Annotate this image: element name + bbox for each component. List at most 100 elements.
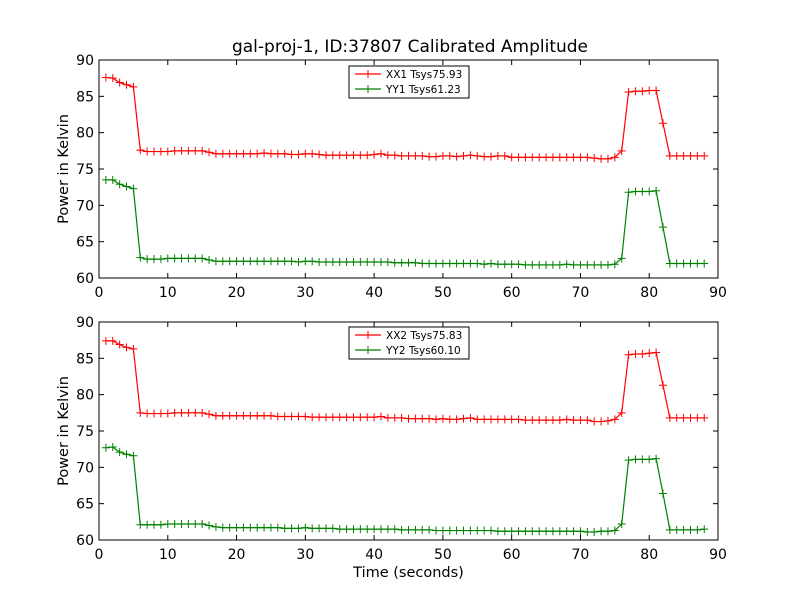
data-point [466,526,475,535]
data-point [143,255,152,264]
y-tick-label: 80 [76,388,94,404]
data-point [308,413,317,422]
legend-marker [364,346,372,354]
data-point [528,153,537,162]
data-point [397,525,406,534]
data-point [308,257,317,266]
data-point [548,527,557,536]
data-point [521,416,530,425]
data-point [631,455,640,464]
data-point [418,151,427,160]
data-point [260,523,269,532]
data-point [342,258,351,267]
legend-label: YY2 Tsys60.10 [385,345,461,357]
data-point [370,525,379,534]
data-point [177,146,186,155]
series-2 [101,175,709,269]
data-point [535,260,544,269]
data-point [301,412,310,421]
data-point [638,455,647,464]
legend-label: YY1 Tsys61.23 [385,84,461,96]
data-point [205,148,214,157]
data-point [163,147,172,156]
data-point [700,413,709,422]
data-point [679,151,688,160]
data-point [335,258,344,267]
data-point [177,254,186,263]
y-tick-label: 65 [76,497,94,513]
data-point [507,260,516,269]
data-point [597,527,606,536]
data-point [108,74,117,83]
data-point [198,408,207,417]
data-point [603,260,612,269]
data-point [459,414,468,423]
data-point [280,257,289,266]
x-tick-label: 70 [572,547,590,563]
data-point [315,413,324,422]
x-tick-label: 40 [365,547,383,563]
data-point [156,409,165,418]
data-point [569,416,578,425]
data-point [624,350,633,359]
data-point [576,260,585,269]
y-axis-label: Power in Kelvin [56,114,72,224]
y-tick-label: 60 [76,533,94,549]
data-point [583,528,592,537]
data-point [294,258,303,267]
data-point [631,87,640,96]
data-point [652,348,661,357]
data-point [542,153,551,162]
y-tick-label: 70 [76,198,94,214]
data-point [383,413,392,422]
series-1 [101,336,709,426]
data-point [597,260,606,269]
data-point [115,180,124,189]
data-point [150,147,159,156]
legend-box [348,326,470,360]
data-point [170,520,179,529]
data-point [542,260,551,269]
data-point [473,526,482,535]
data-point [101,336,110,345]
data-point [631,187,640,196]
data-point [542,527,551,536]
data-point [521,527,530,536]
legend-marker [364,85,372,93]
data-point [170,254,179,263]
data-point [555,153,564,162]
data-point [466,413,475,422]
data-point [693,151,702,160]
data-point [122,80,131,89]
data-point [672,525,681,534]
data-point [693,413,702,422]
data-point [370,258,379,267]
data-point [686,259,695,268]
data-point [404,258,413,267]
data-point [693,259,702,268]
data-point [438,151,447,160]
data-point [287,412,296,421]
data-point [610,153,619,162]
data-point [376,525,385,534]
data-point [328,524,337,533]
data-point [445,259,454,268]
data-point [239,411,248,420]
data-point [535,527,544,536]
data-point [404,151,413,160]
data-point [425,152,434,161]
data-point [287,150,296,159]
data-point [184,146,193,155]
data-point [315,150,324,159]
data-point [191,408,200,417]
data-point [562,260,571,269]
data-point [487,259,496,268]
data-point [335,151,344,160]
data-point [177,520,186,529]
data-point [101,73,110,82]
data-point [211,257,220,266]
data-point [638,349,647,358]
data-point [198,520,207,529]
data-point [507,415,516,424]
